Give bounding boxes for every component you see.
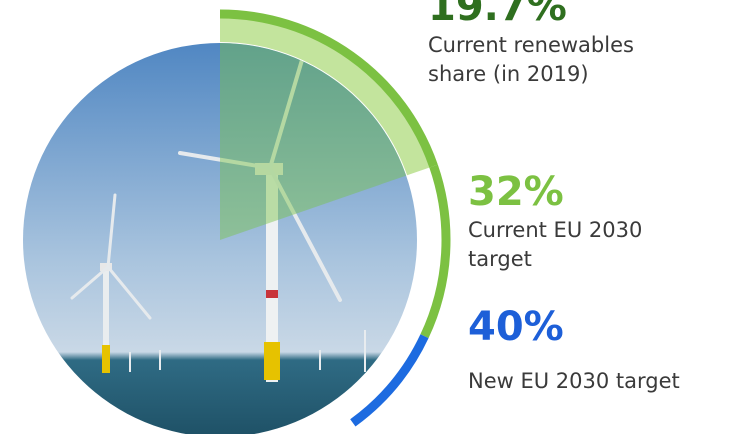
description: New EU 2030 target — [468, 369, 680, 393]
ring-segment — [219, 9, 438, 168]
percent-label: 32% — [468, 169, 564, 215]
photo — [23, 43, 417, 434]
share-wedge — [220, 43, 407, 240]
ring-segment — [420, 164, 451, 339]
description: target — [468, 247, 532, 271]
description: Current renewables — [428, 33, 634, 57]
description: share (in 2019) — [428, 62, 589, 86]
ring-segment — [350, 334, 429, 427]
percent-label: 40% — [468, 304, 564, 350]
description: Current EU 2030 — [468, 218, 642, 242]
share-band — [219, 14, 434, 176]
percent-label: 19.7% — [428, 0, 567, 30]
